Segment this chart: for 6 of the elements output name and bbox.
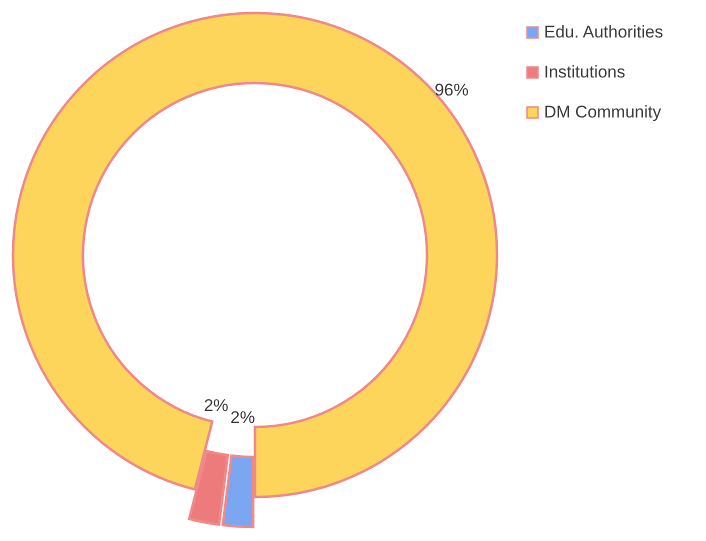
data-label: 96% [434, 80, 469, 100]
data-label: 2% [204, 396, 228, 415]
data-label: 2% [230, 408, 255, 428]
legend-label: Institutions [544, 62, 626, 82]
legend-label: Edu. Authorities [544, 22, 664, 42]
legend-label: DM Community [544, 102, 662, 122]
